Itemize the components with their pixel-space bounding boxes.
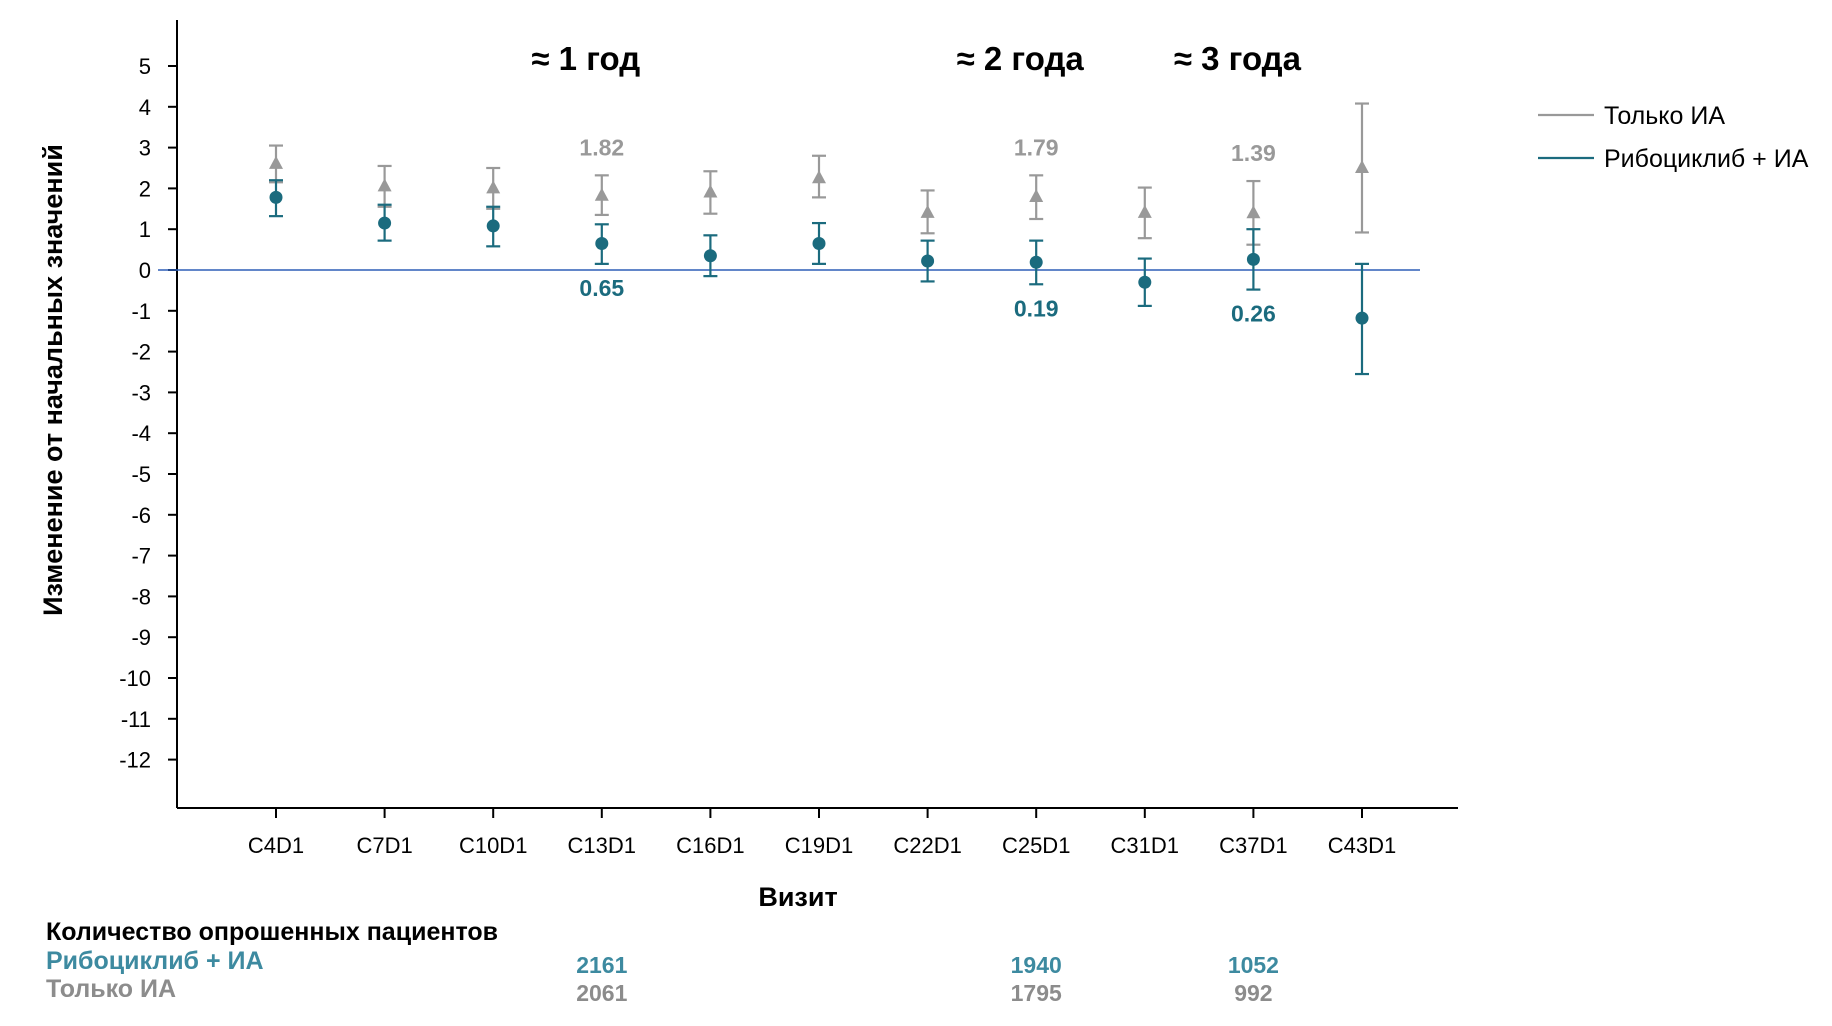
y-tick-label: -11 [121, 707, 151, 732]
value-label: 1.79 [1014, 134, 1059, 160]
value-label: 1.82 [579, 134, 624, 160]
patients-count: 2061 [576, 980, 627, 1006]
x-axis-label: Визит [758, 882, 837, 912]
y-tick-label: 5 [139, 54, 151, 79]
x-tick-label: C19D1 [785, 833, 853, 858]
patients-table-title: Количество опрошенных пациентов [46, 918, 498, 946]
data-point-circle [921, 254, 935, 268]
y-tick-label: -6 [131, 503, 151, 528]
patients-count: 992 [1234, 980, 1272, 1006]
data-point-triangle [1355, 160, 1369, 173]
y-tick-label: 0 [139, 258, 151, 283]
y-tick-label: -7 [131, 544, 151, 569]
y-tick-label: -12 [119, 748, 151, 773]
series-ai-only [269, 102, 1369, 246]
data-point-circle [1246, 252, 1260, 266]
data-point-triangle [812, 170, 826, 184]
series-ribociclib-ai [269, 179, 1369, 376]
y-tick-label: 3 [139, 136, 151, 161]
data-point-triangle [269, 155, 283, 169]
x-tick-label: C13D1 [568, 833, 636, 858]
y-tick-label: -10 [119, 666, 151, 691]
value-label: 0.26 [1231, 301, 1276, 327]
data-point-circle [1029, 255, 1043, 269]
y-tick-label: -4 [131, 421, 151, 446]
period-label: ≈ 3 года [1174, 40, 1302, 77]
data-point-circle [1138, 275, 1152, 289]
y-tick-label: 1 [139, 217, 151, 242]
y-tick-label: -2 [131, 340, 151, 365]
patients-count: 2161 [576, 952, 627, 978]
data-point-triangle [1137, 204, 1152, 218]
y-tick-label: -1 [131, 299, 151, 324]
patients-row-label: Только ИА [46, 975, 176, 1003]
x-tick-label: C22D1 [893, 833, 961, 858]
y-tick-label: 2 [139, 176, 151, 201]
data-point-circle [378, 216, 392, 230]
data-point-triangle [1029, 188, 1044, 202]
data-point-circle [595, 236, 609, 250]
patients-row-label: Рибоциклиб + ИА [46, 947, 264, 975]
data-point-triangle [1246, 205, 1261, 219]
x-tick-label: C10D1 [459, 833, 527, 858]
patients-count: 1940 [1011, 952, 1062, 978]
y-tick-label: -5 [131, 462, 151, 487]
patients-count: 1795 [1011, 980, 1062, 1006]
period-label: ≈ 1 год [531, 40, 640, 77]
period-label: ≈ 2 года [957, 40, 1085, 77]
x-tick-label: C16D1 [676, 833, 744, 858]
y-tick-label: -8 [131, 584, 151, 609]
y-tick-label: 4 [139, 95, 151, 120]
value-label: 0.19 [1014, 295, 1059, 321]
x-tick-label: C43D1 [1328, 833, 1396, 858]
y-tick-label: -9 [131, 625, 151, 650]
data-point-triangle [377, 178, 392, 192]
data-point-triangle [703, 184, 718, 198]
value-label: 1.39 [1231, 140, 1276, 166]
legend: Только ИА Рибоциклиб + ИА [1538, 102, 1809, 173]
x-tick-label: C37D1 [1219, 833, 1287, 858]
data-point-circle [1355, 311, 1369, 325]
data-point-triangle [486, 180, 501, 194]
data-point-circle [486, 219, 500, 233]
x-tick-label: C4D1 [248, 833, 304, 858]
legend-label: Рибоциклиб + ИА [1604, 145, 1809, 173]
y-tick-label: -3 [131, 380, 151, 405]
data-point-circle [703, 249, 717, 263]
data-point-circle [269, 190, 283, 204]
x-tick-label: C31D1 [1111, 833, 1179, 858]
x-tick-label: C7D1 [356, 833, 412, 858]
value-label: 0.65 [579, 275, 624, 301]
legend-label: Только ИА [1604, 102, 1725, 130]
x-tick-label: C25D1 [1002, 833, 1070, 858]
data-point-circle [812, 236, 826, 250]
patients-count: 1052 [1228, 952, 1279, 978]
y-axis-label: Изменение от начальных значений [38, 144, 68, 616]
data-point-triangle [594, 187, 609, 201]
data-point-triangle [920, 204, 935, 218]
